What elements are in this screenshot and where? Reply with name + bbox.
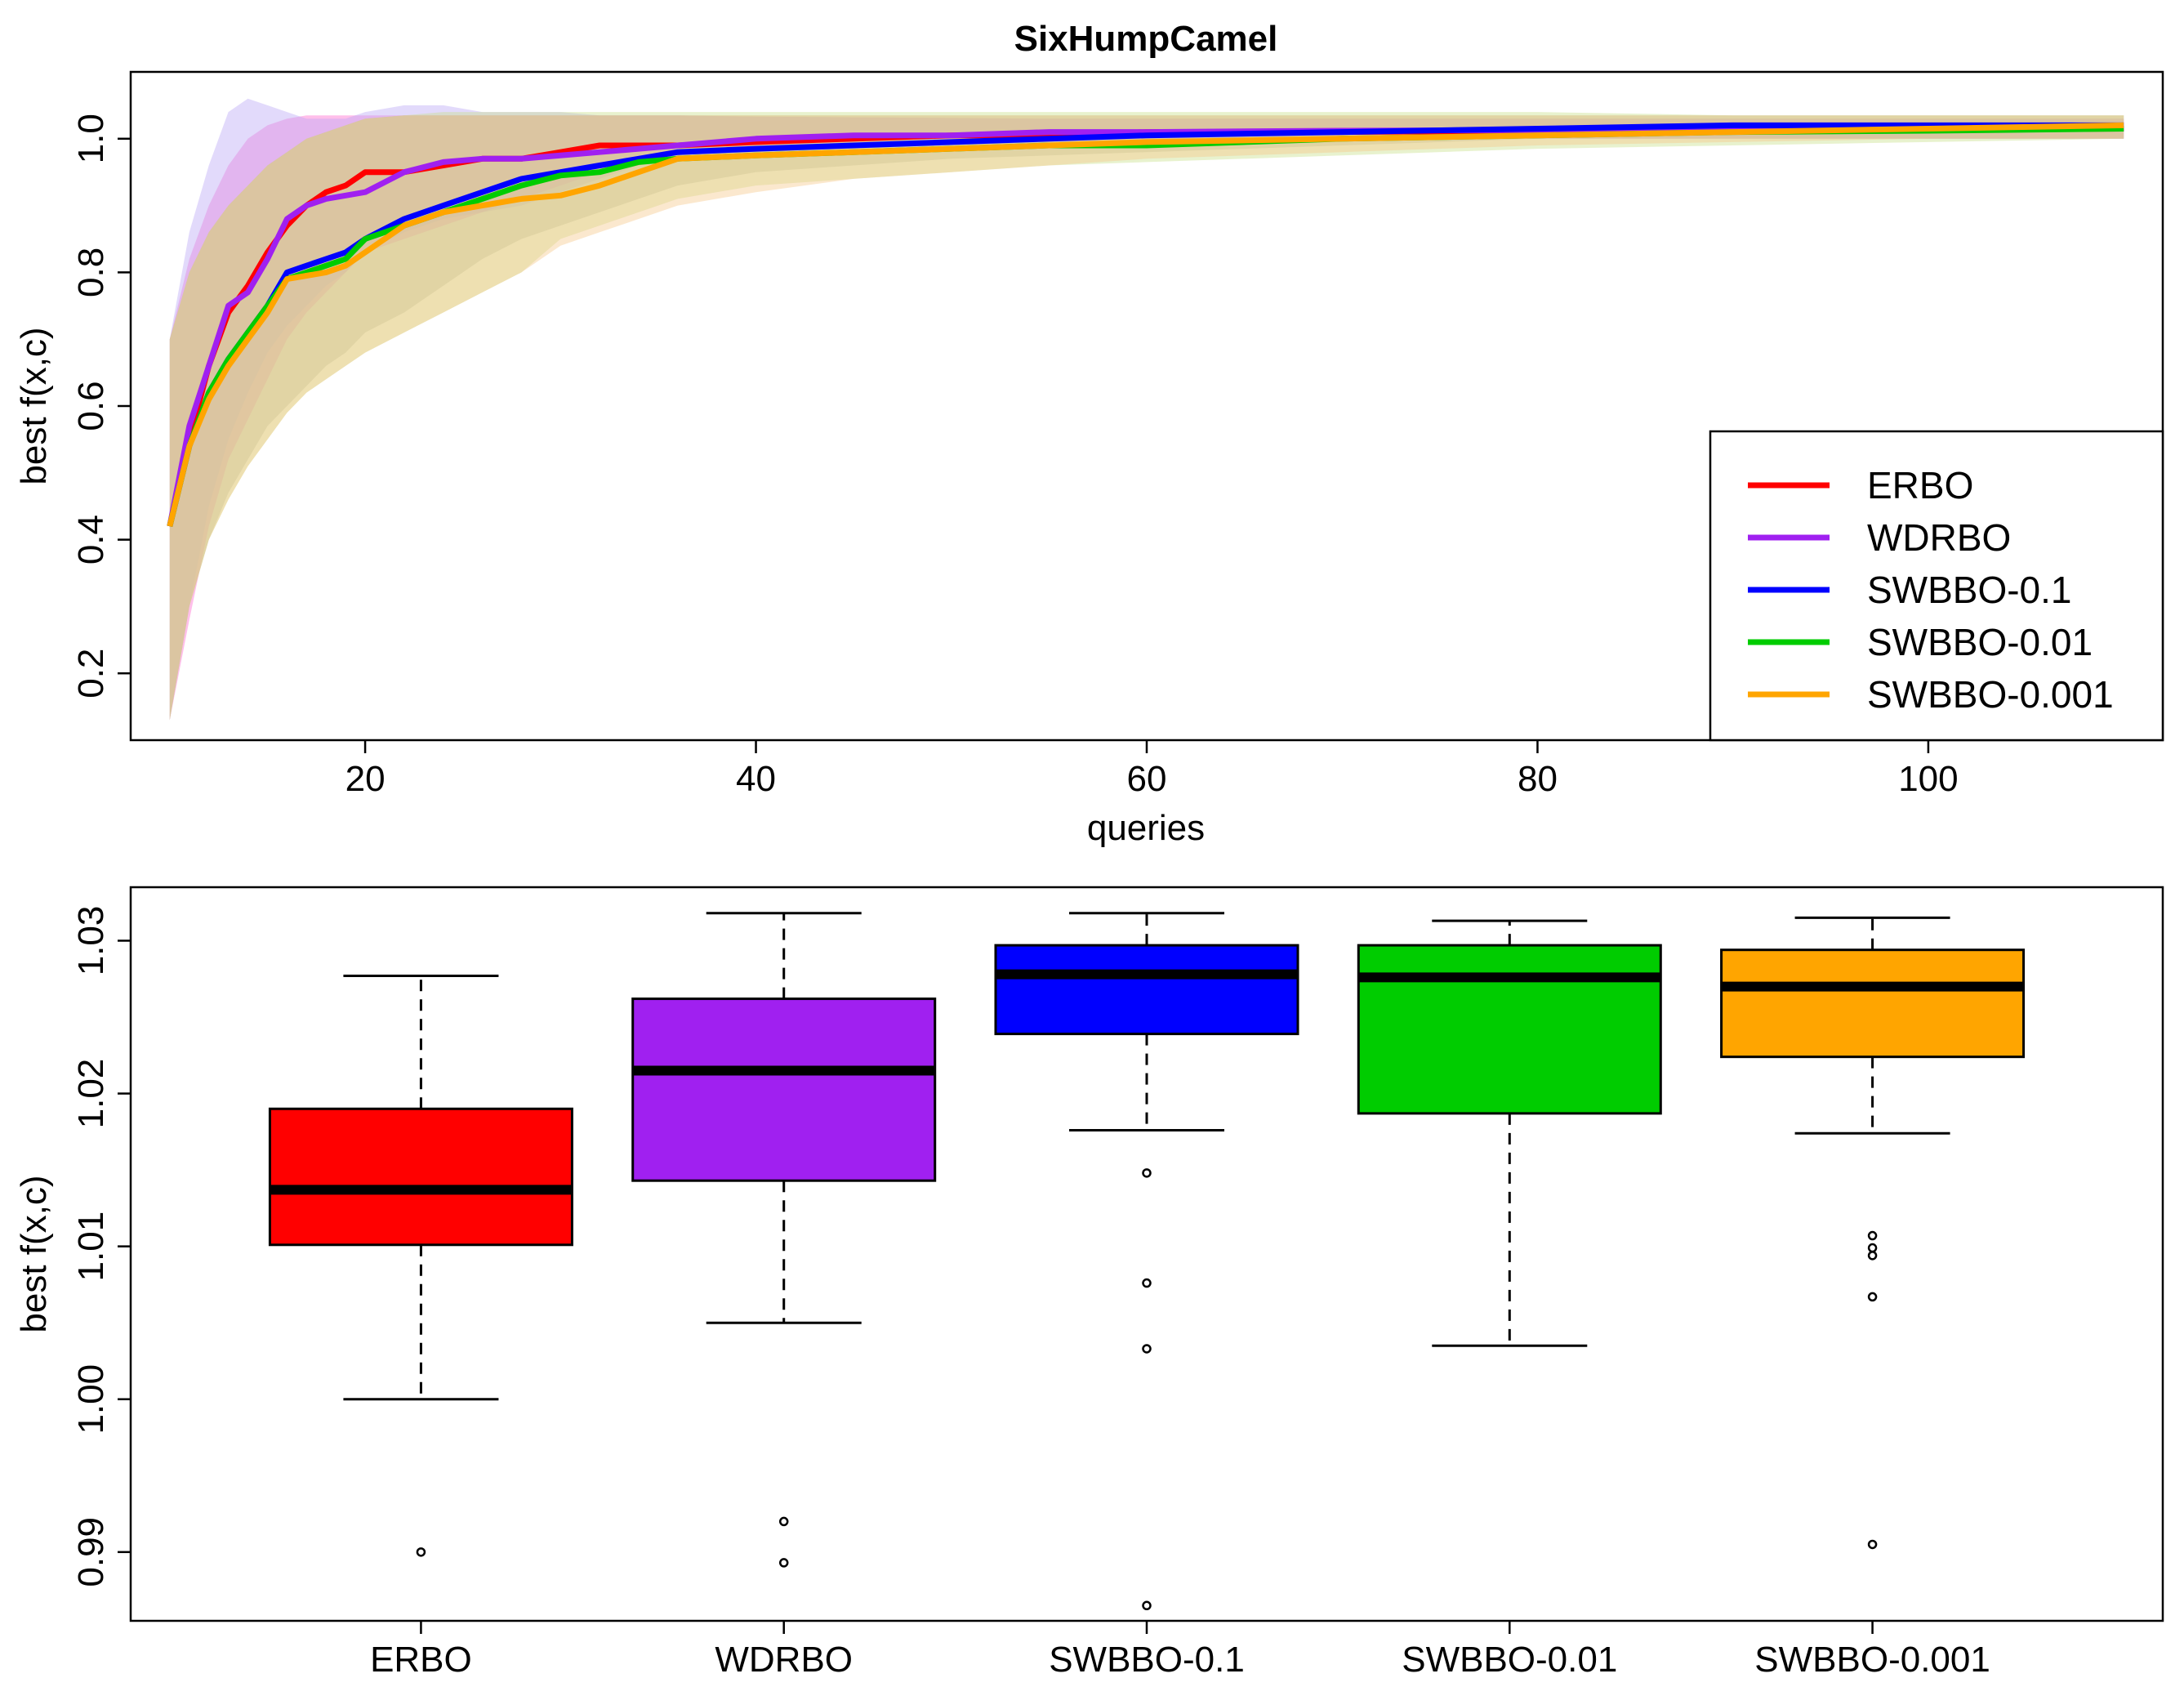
x-tick-label: 40 [736, 759, 776, 799]
x-axis: 20 40 60 80 100 [345, 740, 1959, 799]
x-tick-label: 100 [1898, 759, 1958, 799]
legend-label-swbbo-0-01: SWBBO-0.01 [1867, 621, 2093, 663]
y-tick-label: 0.6 [71, 381, 111, 431]
x-tick-label: 80 [1518, 759, 1558, 799]
legend-label-erbo: ERBO [1867, 464, 1973, 507]
y-axis: 0.2 0.4 0.6 0.8 1.0 [71, 114, 131, 698]
outlier-swbbo-0-001 [1867, 1292, 1878, 1302]
band-erbo [169, 115, 2124, 721]
box-swbbo-0-01 [1357, 944, 1662, 1115]
line-chart: SixHumpCamel 20 40 60 80 100 0.2 0.4 0.6 0.8 1.0… [14, 19, 2164, 848]
outlier-wdrbo [778, 1516, 789, 1527]
box-swbbo-0-1 [994, 944, 1299, 1036]
outlier-swbbo-0-001 [1867, 1251, 1878, 1261]
legend-label-swbbo-0-1: SWBBO-0.1 [1867, 569, 2072, 611]
series-lines [167, 122, 2124, 528]
x-axis-label: queries [1087, 808, 1205, 848]
y-tick-label: 1.01 [71, 1212, 111, 1282]
band-swbbo-0-001 [169, 115, 2124, 721]
chart-title: SixHumpCamel [1014, 19, 1278, 59]
category-label-swbbo-0-001: SWBBO-0.001 [1754, 1640, 1990, 1680]
legend: ERBO WDRBO SWBBO-0.1 SWBBO-0.01 SWBBO-0.001 [1709, 430, 2164, 742]
legend-label-swbbo-0-001: SWBBO-0.001 [1867, 673, 2114, 716]
x-tick-label: 20 [345, 759, 386, 799]
x-tick-label: 60 [1127, 759, 1167, 799]
y-tick-label: 0.4 [71, 515, 111, 565]
box-wdrbo [631, 997, 937, 1182]
y-tick-label: 1.03 [71, 906, 111, 976]
band-wdrbo [169, 98, 2124, 721]
outlier-swbbo-0-001 [1867, 1539, 1878, 1550]
box-erbo [268, 1107, 573, 1247]
y-axis-bottom: 0.99 1.00 1.01 1.02 1.03 [71, 906, 131, 1587]
outlier-swbbo-0-1 [1142, 1344, 1152, 1354]
category-axis: ERBO WDRBO SWBBO-0.1 SWBBO-0.01 SWBBO-0.001 [370, 1621, 1990, 1680]
outlier-erbo [416, 1547, 426, 1557]
y-axis-label-top: best f(x,c) [14, 327, 54, 484]
line-swbbo-0-001 [167, 122, 2124, 528]
box-chart: ERBO WDRBO SWBBO-0.1 SWBBO-0.01 SWBBO-0.001 … [14, 886, 2164, 1680]
outlier-swbbo-0-1 [1142, 1168, 1152, 1178]
category-label-swbbo-0-1: SWBBO-0.1 [1049, 1640, 1245, 1680]
outlier-swbbo-0-1 [1142, 1600, 1152, 1611]
y-tick-label: 0.2 [71, 649, 111, 698]
outlier-swbbo-0-001 [1867, 1243, 1878, 1253]
boxes [268, 912, 2026, 1611]
legend-label-wdrbo: WDRBO [1867, 516, 2011, 559]
y-axis-label-bottom: best f(x,c) [14, 1175, 54, 1332]
y-tick-label: 1.02 [71, 1059, 111, 1129]
band-swbbo-0-1 [169, 115, 2124, 721]
outlier-swbbo-0-001 [1867, 1230, 1878, 1241]
box-swbbo-0-001 [1720, 948, 2026, 1059]
y-tick-label: 1.0 [71, 114, 111, 163]
outlier-swbbo-0-1 [1142, 1278, 1152, 1288]
category-label-erbo: ERBO [370, 1640, 472, 1680]
category-label-swbbo-0-01: SWBBO-0.01 [1402, 1640, 1617, 1680]
category-label-wdrbo: WDRBO [715, 1640, 853, 1680]
y-tick-label: 0.99 [71, 1517, 111, 1587]
y-tick-label: 0.8 [71, 248, 111, 297]
outlier-wdrbo [778, 1558, 789, 1568]
y-tick-label: 1.00 [71, 1364, 111, 1435]
